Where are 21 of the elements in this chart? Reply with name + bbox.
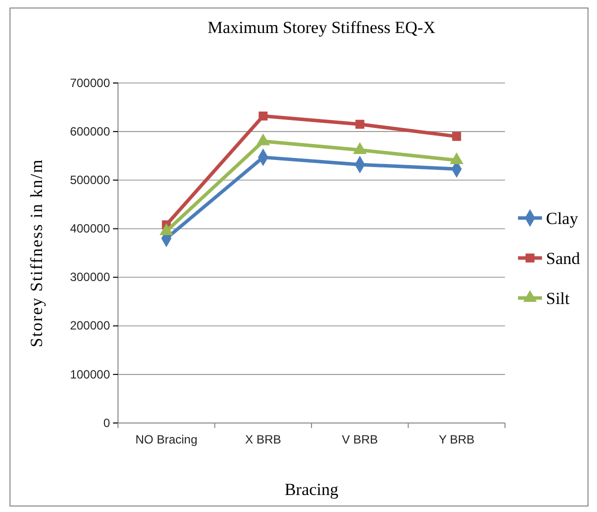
x-tick-label: NO Bracing	[135, 432, 198, 447]
y-tick-label: 500000	[70, 172, 110, 187]
point	[355, 120, 364, 129]
y-tick-label: 600000	[70, 124, 110, 138]
y-tick-label: 100000	[70, 367, 110, 382]
y-tick-label: 700000	[70, 76, 110, 90]
legend-label: Sand	[546, 249, 580, 268]
x-axis-title: Bracing	[284, 480, 339, 499]
y-tick-label: 300000	[70, 270, 110, 284]
chart-title: Maximum Storey Stiffness EQ-X	[208, 18, 436, 37]
x-tick-label: V BRB	[342, 432, 378, 447]
y-tick-label: 200000	[70, 318, 110, 333]
x-tick-label: X BRB	[245, 432, 282, 447]
legend-label: Silt	[546, 289, 570, 308]
y-tick-label: 400000	[70, 222, 110, 236]
point	[258, 112, 268, 120]
x-tick-label: Y BRB	[438, 432, 475, 447]
legend-label: Clay	[546, 209, 579, 228]
y-tick-label: 0	[103, 416, 110, 430]
point	[452, 132, 462, 141]
y-axis-title: Storey Stiffness in kn/m	[27, 158, 46, 348]
